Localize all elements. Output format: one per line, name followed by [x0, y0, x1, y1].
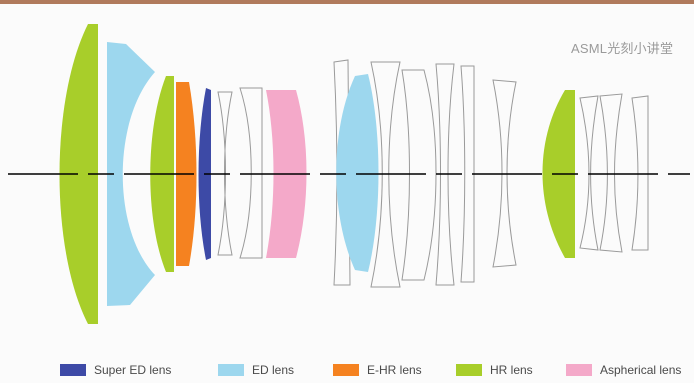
legend-label-hr: HR lens	[490, 363, 533, 377]
lens-diagram	[8, 24, 690, 324]
lens-element-13-outline	[435, 63, 455, 286]
lens-element-18-outline	[599, 93, 623, 253]
lens-element-6-outline	[217, 91, 233, 256]
legend-item-super-ed: Super ED lens	[60, 360, 171, 380]
lens-element-11-outline	[370, 61, 401, 288]
legend: Super ED lens ED lens E-HR lens HR lens …	[0, 360, 694, 380]
lens-element-14-outline	[460, 65, 475, 283]
legend-label-ehr: E-HR lens	[367, 363, 422, 377]
legend-swatch-aspherical	[566, 364, 592, 376]
legend-label-super-ed: Super ED lens	[94, 363, 172, 377]
lens-element-15-outline	[492, 79, 517, 268]
legend-label-ed: ED lens	[252, 363, 295, 377]
legend-item-ed: ED lens	[218, 360, 294, 380]
lens-element-9-outline	[333, 59, 351, 286]
lens-element-19-outline	[631, 95, 649, 251]
legend-swatch-ehr	[333, 364, 359, 376]
lens-element-12-outline	[401, 69, 437, 281]
lens-element-10-ed	[336, 74, 379, 272]
legend-label-aspherical: Aspherical lens	[600, 363, 682, 377]
legend-item-hr: HR lens	[456, 360, 533, 380]
watermark-text: ASML光刻小讲堂	[571, 41, 674, 56]
lens-element-7-outline	[239, 87, 263, 259]
lens-element-2-ed	[107, 42, 155, 306]
legend-item-aspherical: Aspherical lens	[566, 360, 681, 380]
legend-swatch-hr	[456, 364, 482, 376]
lens-element-17-outline	[579, 95, 599, 251]
legend-item-ehr: E-HR lens	[333, 360, 422, 380]
top-border	[0, 0, 694, 4]
lens-element-1-hr	[59, 24, 98, 324]
legend-swatch-super-ed	[60, 364, 86, 376]
legend-swatch-ed	[218, 364, 244, 376]
